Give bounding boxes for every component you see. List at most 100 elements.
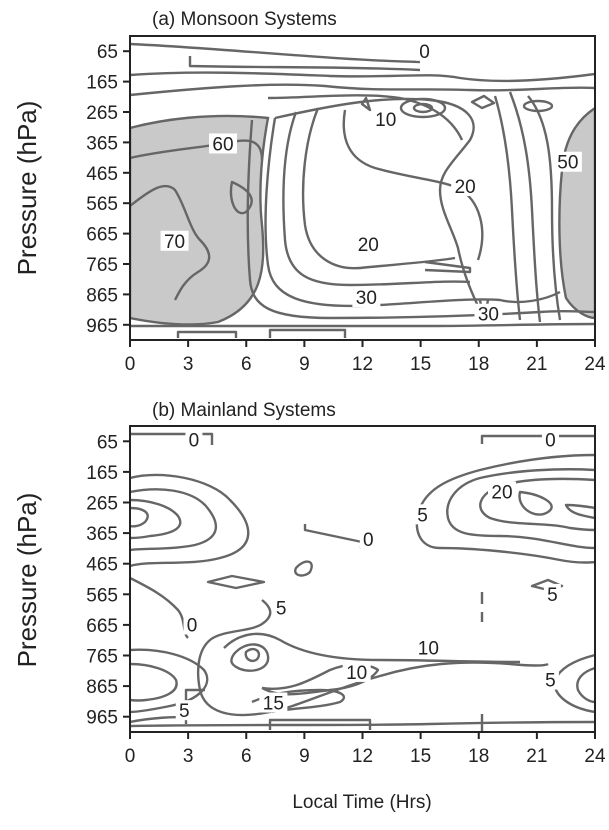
x-tick-label: 18 [468, 354, 489, 375]
panel-a-contour-70b [229, 180, 253, 215]
panel-a-contour-0b [188, 56, 421, 72]
panel-a-contour-30b [246, 119, 595, 320]
x-tick-label: 9 [299, 354, 310, 375]
panel-a-contour-20d [424, 260, 472, 274]
x-tick-label: 0 [125, 746, 136, 767]
contour-label: 5 [276, 599, 287, 620]
x-tick-label: 0 [125, 354, 136, 375]
contour-label: 10 [418, 638, 439, 659]
panel-b-left-blob2 [130, 488, 218, 552]
y-tick-label: 165 [86, 463, 118, 484]
panel-b-bottom-line2 [130, 720, 595, 728]
panel-b-x-axis: 0 3 6 9 12 15 18 21 24 [125, 732, 606, 767]
contour-label: 10 [375, 110, 396, 131]
contour-label: 0 [545, 430, 556, 451]
panel-b-left-low1 [130, 648, 209, 714]
panel-b-lower-10 [261, 663, 380, 696]
panel-a-diamond [470, 94, 496, 110]
contour-label-bg [183, 614, 201, 635]
x-tick-label: 24 [584, 354, 606, 375]
y-tick-label: 265 [86, 494, 118, 515]
panel-a-eye-outer [399, 97, 447, 119]
contour-label-bg [541, 429, 559, 450]
panel-b-right-low2 [576, 666, 595, 704]
contour-label-bg [272, 597, 290, 618]
y-tick-label: 965 [86, 708, 118, 729]
contour-label: 5 [417, 505, 428, 526]
panel-b-5-contour [196, 599, 549, 717]
contour-label-bg [553, 151, 582, 172]
contour-label-bg [160, 230, 189, 251]
x-tick-label: 15 [410, 746, 431, 767]
panel-a-contour-labels: 0 10 60 50 20 70 20 30 30 [160, 40, 582, 326]
contour-label: 70 [164, 232, 185, 253]
x-tick-label: 12 [352, 354, 373, 375]
y-tick-label: 965 [86, 316, 118, 337]
panel-b-mid-small1 [294, 560, 313, 577]
contour-label-bg [541, 669, 559, 690]
panel-a-contour-r3 [527, 95, 562, 321]
x-tick-label: 15 [410, 354, 431, 375]
y-tick-label: 65 [97, 432, 118, 453]
panel-b-left-blob1 [130, 473, 250, 568]
panel-a-contour-20 [342, 109, 484, 261]
y-tick-label: 865 [86, 285, 118, 306]
contour-label-bg [352, 287, 381, 307]
contour-label-bg [414, 504, 432, 525]
contour-label: 0 [363, 530, 374, 551]
y-tick-label: 565 [86, 585, 118, 606]
contour-label-bg [371, 109, 400, 130]
panel-a-contour-10 [274, 97, 482, 311]
panel-b-right-blob2 [446, 468, 595, 550]
panel-b-mid-seg [303, 524, 363, 544]
y-tick-label: 765 [86, 255, 118, 276]
x-tick-label: 18 [468, 746, 489, 767]
panel-a-contour-bottom1 [130, 322, 595, 328]
y-tick-label: 365 [86, 133, 118, 154]
panel-b-title: (b) Mainland Systems [152, 400, 336, 421]
contour-label: 10 [346, 663, 367, 684]
panel-a-contour-r2 [508, 91, 542, 323]
x-tick-label: 21 [526, 354, 547, 375]
panel-a-title: (a) Monsoon Systems [152, 9, 337, 30]
contour-label-bg [414, 637, 443, 658]
x-tick-label: 21 [526, 746, 547, 767]
x-tick-label: 6 [241, 354, 252, 375]
contour-label-bg [354, 233, 383, 254]
panel-a-shade-left [130, 114, 270, 326]
contour-label: 15 [263, 694, 284, 715]
contour-label-bg [543, 583, 561, 604]
panel-b-right-small [530, 578, 564, 592]
x-tick-label: 12 [352, 746, 373, 767]
panel-b-right-low1 [553, 653, 595, 714]
contour-label: 5 [545, 671, 556, 692]
panel-a-contour-30 [264, 117, 561, 308]
panel-b-contours [130, 432, 595, 732]
contour-label: 20 [455, 177, 476, 198]
panel-a: (a) Monsoon Systems [12, 9, 606, 375]
contour-label-bg [488, 481, 516, 502]
panel-b-contour-0-right [480, 434, 595, 444]
panel-b: (b) Mainland Systems [12, 400, 606, 767]
panel-b-right-blob4 [518, 490, 553, 516]
contour-label-bg [342, 661, 371, 682]
panel-b-left-blob4 [130, 506, 149, 528]
contour-label: 0 [419, 42, 430, 63]
panel-a-shade-right [558, 106, 595, 320]
y-tick-label: 665 [86, 616, 118, 637]
panel-a-contour-band2 [130, 83, 595, 97]
y-tick-label: 365 [86, 524, 118, 545]
contour-label: 5 [179, 701, 190, 722]
panel-a-ylabel: Pressure (hPa) [12, 101, 42, 276]
contour-label: 30 [478, 305, 499, 326]
contour-label: 20 [491, 482, 512, 503]
panel-b-15-contour [230, 643, 270, 672]
contour-label-bg [175, 700, 193, 721]
y-tick-label: 465 [86, 555, 118, 576]
contour-label-bg [451, 176, 480, 197]
panel-b-left-low2 [130, 662, 178, 702]
panel-a-contour-0 [130, 42, 421, 64]
y-tick-label: 665 [86, 225, 118, 246]
panel-a-y-axis: 65 165 265 365 465 565 665 765 865 965 [86, 42, 130, 337]
